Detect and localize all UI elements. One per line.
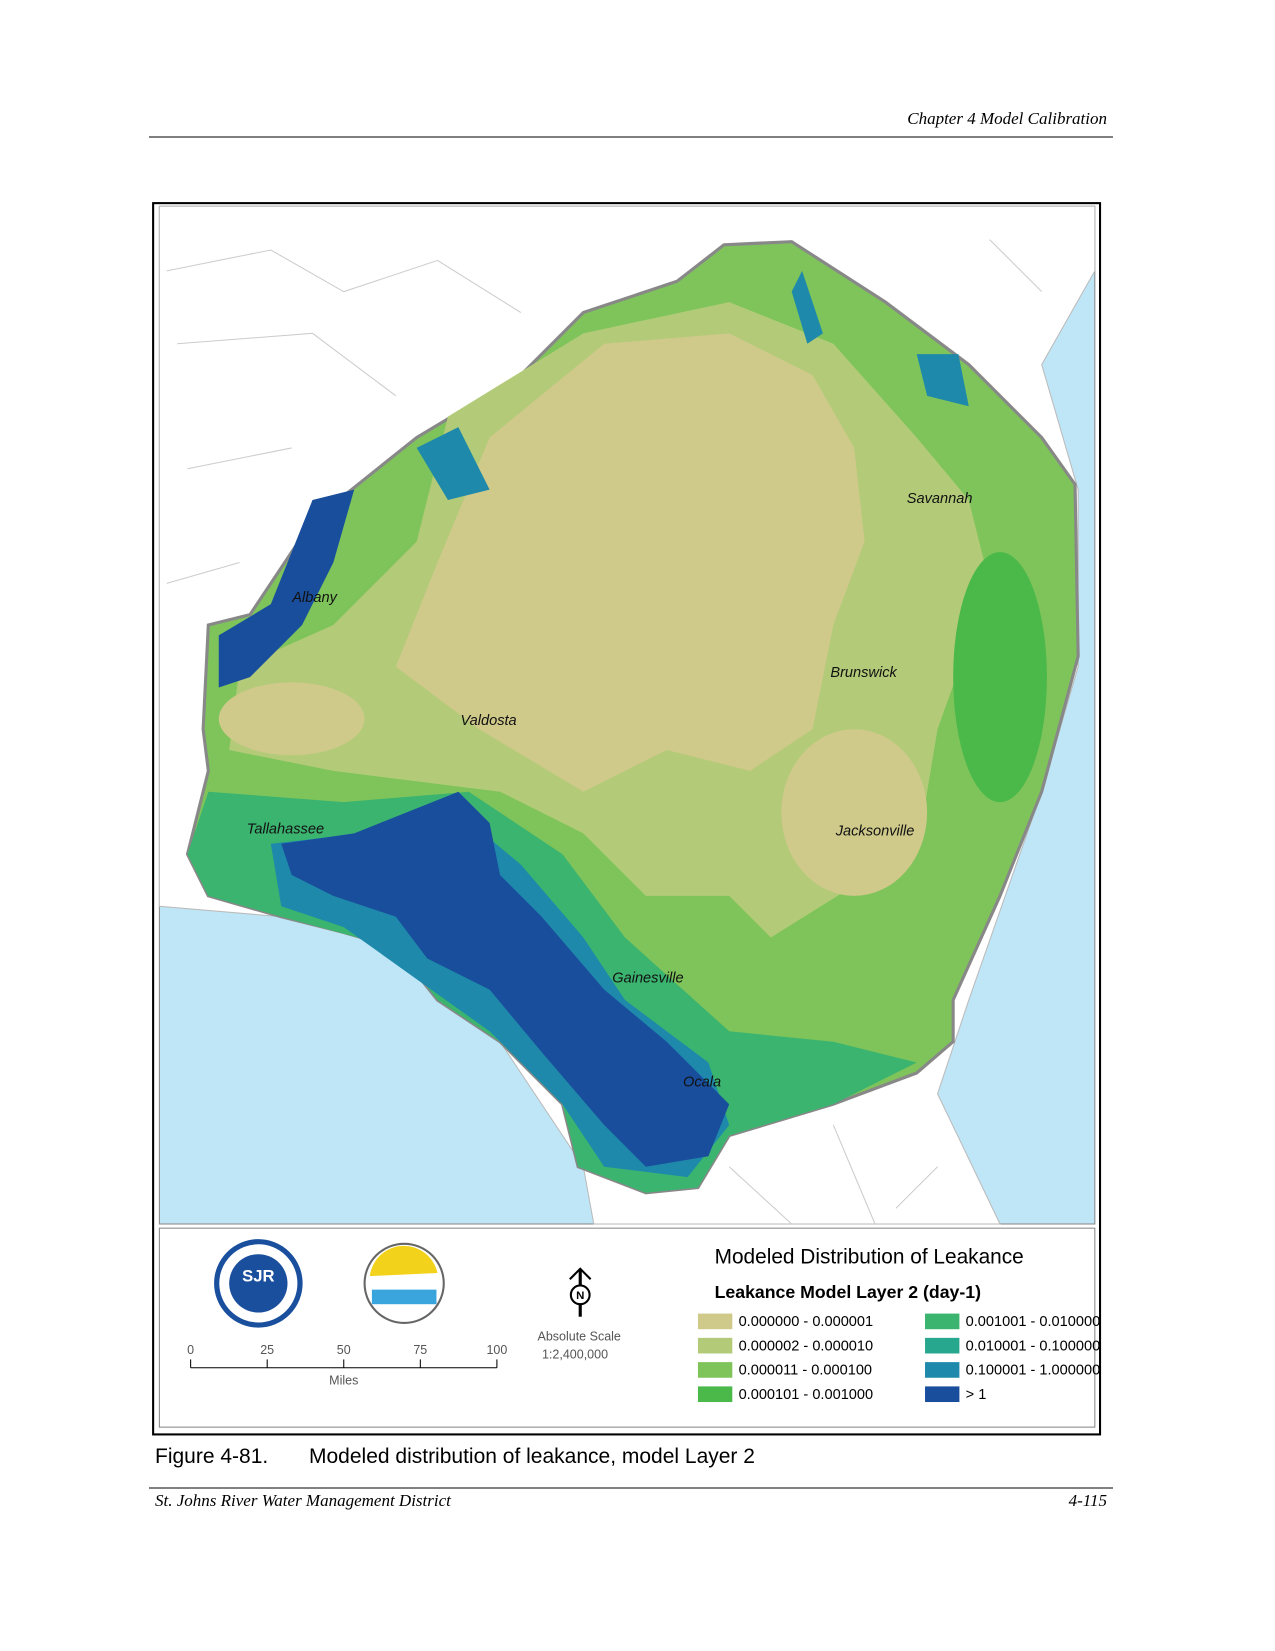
legend-swatch <box>697 1337 733 1354</box>
city-label: Valdosta <box>460 713 516 729</box>
legend-swatch <box>697 1362 733 1378</box>
legend-swatch <box>925 1313 960 1330</box>
scale-tick-label: 100 <box>486 1343 507 1357</box>
city-label: Brunswick <box>830 665 897 681</box>
logo-sjr-inner <box>229 1254 288 1313</box>
caption-number: Figure 4-81. <box>155 1445 268 1468</box>
legend-title: Modeled Distribution of Leakance <box>715 1246 1024 1269</box>
footer-left: St. Johns River Water Management Distric… <box>155 1491 452 1510</box>
legend-label: > 1 <box>966 1387 987 1403</box>
legend-label: 0.100001 - 1.000000 <box>966 1363 1101 1379</box>
footer-right: 4-115 <box>1069 1491 1107 1510</box>
logo-srwmd-sun <box>369 1245 438 1277</box>
caption-text: Modeled distribution of leakance, model … <box>309 1445 755 1468</box>
zone-lowest <box>395 333 865 792</box>
scale-tick-label: 75 <box>413 1343 427 1357</box>
city-label: Albany <box>291 590 338 606</box>
city-label: Savannah <box>907 491 973 507</box>
county-lines <box>166 239 1043 1225</box>
legend-swatch <box>925 1337 960 1354</box>
zone-higher <box>416 270 969 501</box>
legend-label: 0.001001 - 0.010000 <box>966 1314 1101 1330</box>
city-labels: Savannah Albany Brunswick Valdosta Tallahass… <box>247 491 973 1090</box>
legend-swatch <box>925 1386 960 1403</box>
zone-highest <box>281 791 730 1167</box>
legend-label: 0.000011 - 0.000100 <box>739 1363 872 1379</box>
scale-label: Absolute Scale <box>537 1330 620 1344</box>
figure: SJR N Absolute Scale 1:2,400,000 0 25 50 75… <box>152 202 1102 1436</box>
zone-lowest <box>218 682 365 756</box>
legend-label: 0.010001 - 0.100000 <box>966 1338 1101 1354</box>
scale-tick-label: 0 <box>187 1343 194 1357</box>
scale-ticks: 0 25 50 75 100 <box>187 1343 507 1368</box>
scale-tick-label: 25 <box>260 1343 274 1357</box>
city-label: Gainesville <box>612 970 683 986</box>
zone-highest <box>218 489 355 688</box>
city-label: Jacksonville <box>835 823 915 839</box>
legend-label: 0.000000 - 0.000001 <box>739 1314 874 1330</box>
scale-tick-label: 50 <box>337 1343 351 1357</box>
scale-ratio: 1:2,400,000 <box>542 1347 608 1361</box>
legend-swatch <box>697 1386 733 1403</box>
legend-swatch <box>925 1362 960 1378</box>
zone-lowest <box>781 729 928 896</box>
legend-label: 0.000101 - 0.001000 <box>739 1387 874 1403</box>
logo-text: SJR <box>242 1266 274 1285</box>
legend-items: 0.000000 - 0.000001 0.000002 - 0.000010 0.… <box>697 1313 1101 1403</box>
north-label: N <box>576 1290 584 1302</box>
legend-swatch <box>697 1313 733 1330</box>
north-arrow <box>569 1267 592 1317</box>
scale-unit: Miles <box>329 1373 358 1387</box>
city-label: Ocala <box>683 1074 721 1090</box>
city-label: Tallahassee <box>247 821 324 837</box>
logo-srwmd-water <box>371 1289 437 1305</box>
zone-mid <box>953 552 1047 803</box>
legend-label: 0.000002 - 0.000010 <box>739 1338 874 1354</box>
running-header: Chapter 4 Model Calibration <box>907 109 1107 128</box>
legend-subtitle: Leakance Model Layer 2 (day-1) <box>715 1282 982 1302</box>
